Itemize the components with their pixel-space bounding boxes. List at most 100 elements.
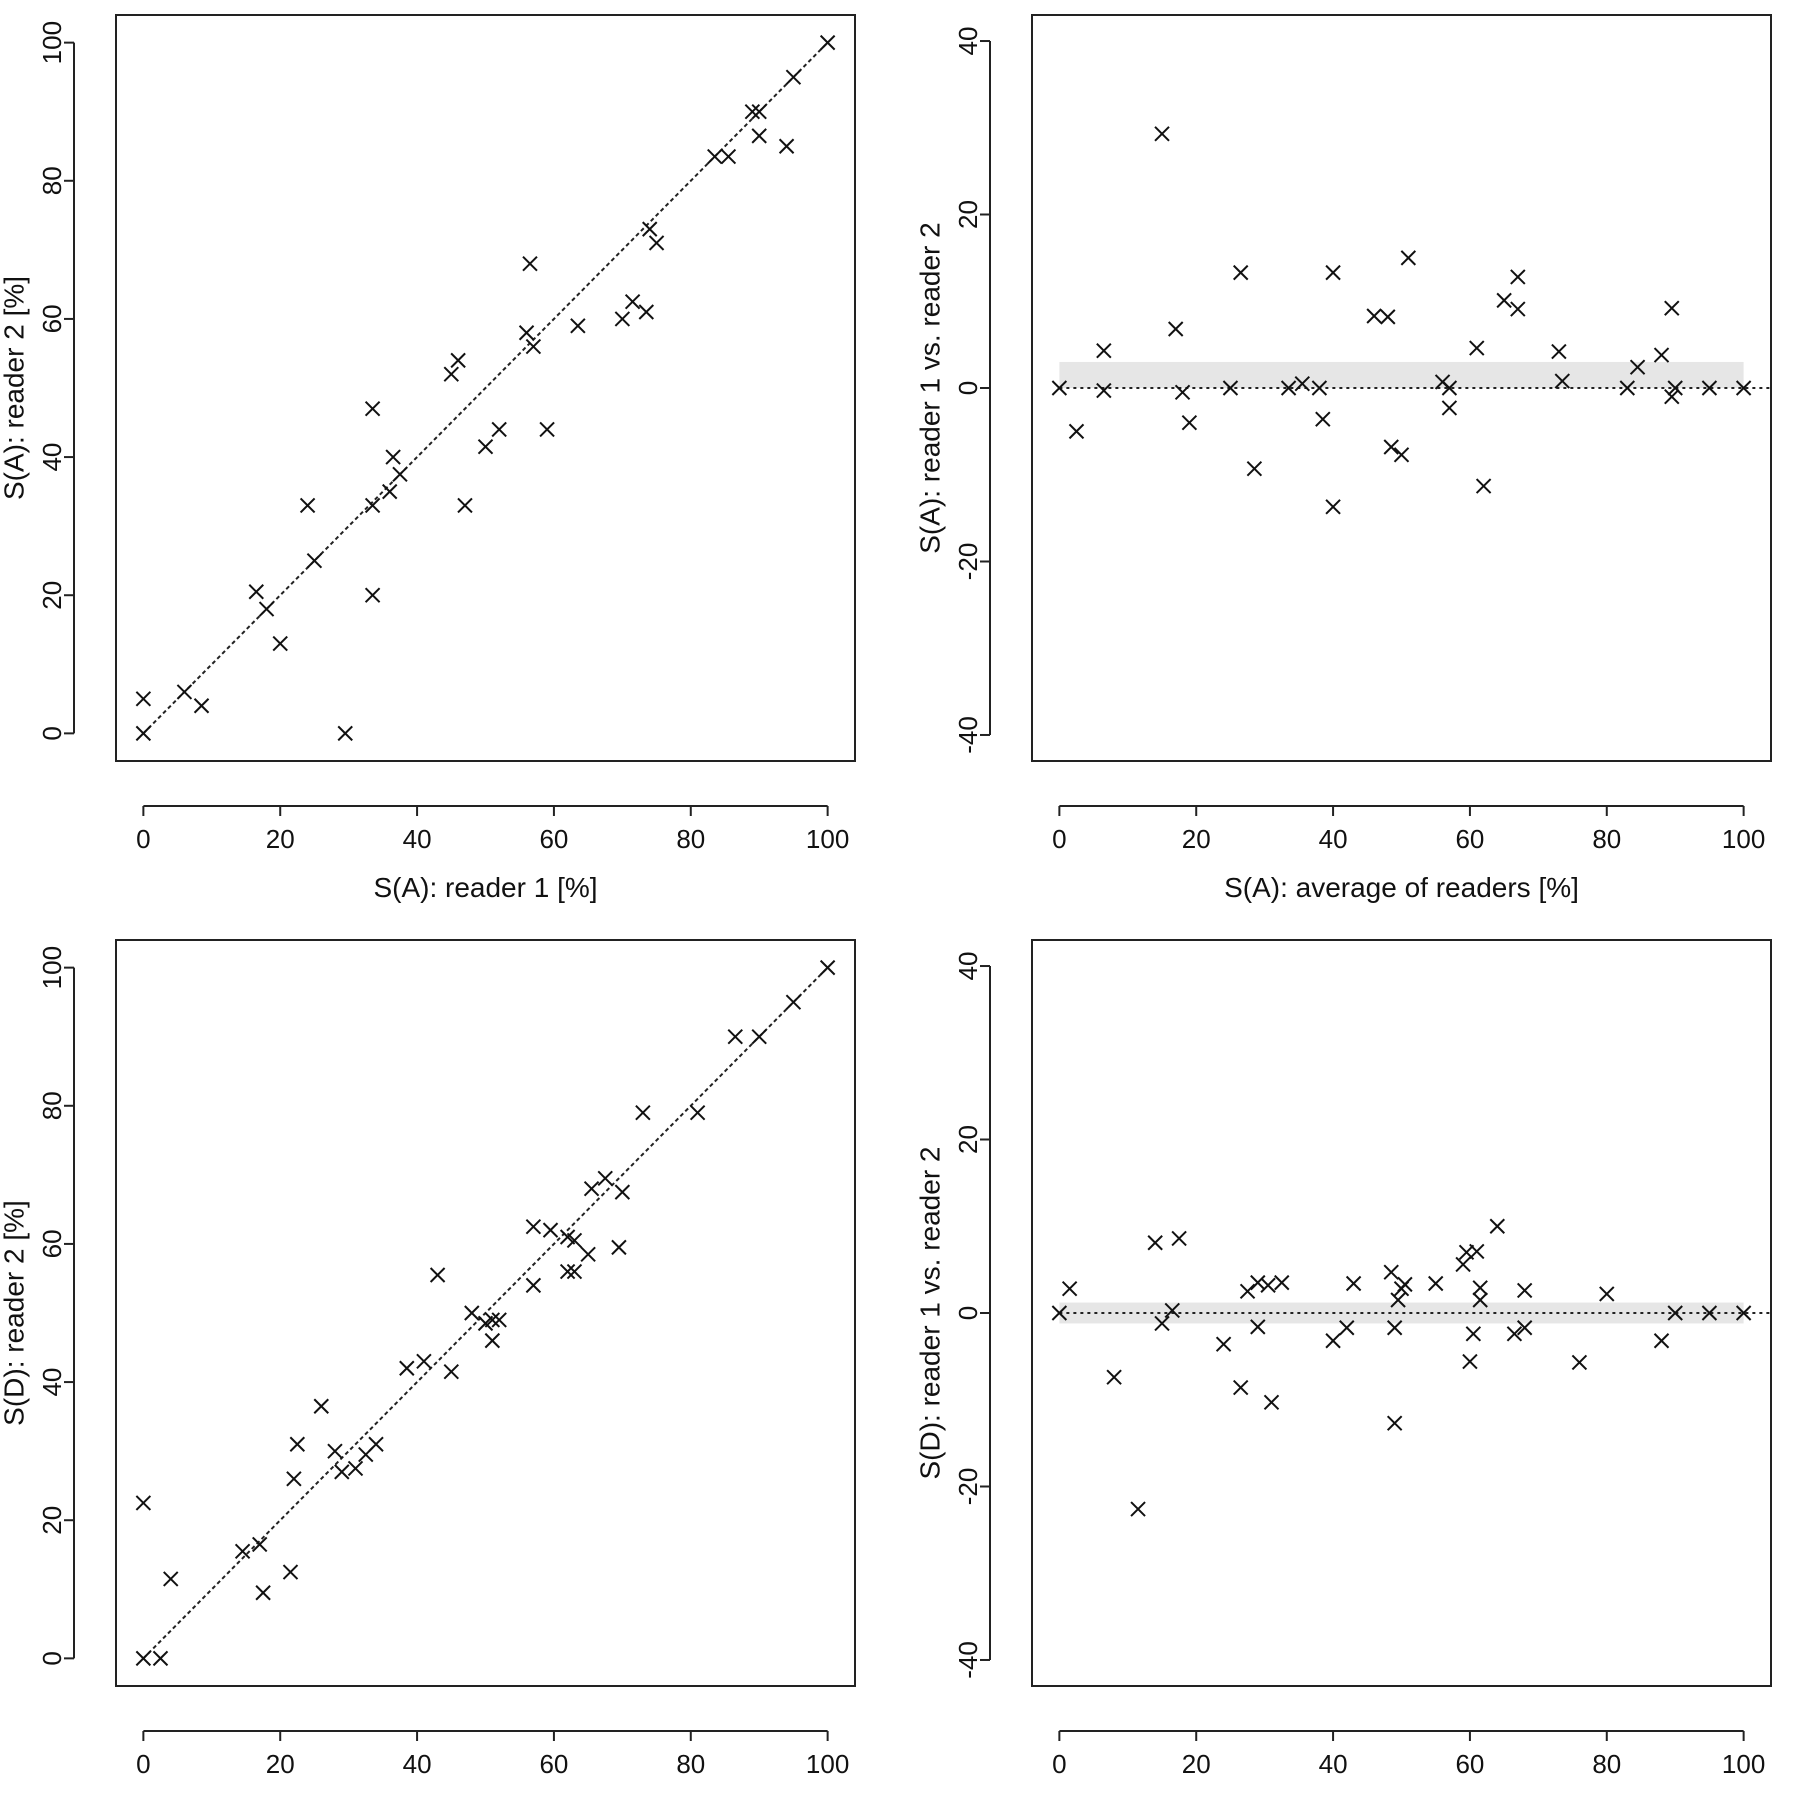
data-point	[164, 1572, 178, 1586]
x-tick-label: 80	[1592, 824, 1621, 854]
data-point	[1470, 341, 1484, 355]
x-tick-label: 60	[1455, 824, 1484, 854]
data-point	[1063, 1282, 1077, 1296]
data-point	[728, 1030, 742, 1044]
data-point	[752, 129, 766, 143]
x-tick-label: 0	[1052, 824, 1066, 854]
data-point	[1395, 448, 1409, 462]
y-tick-label: 0	[953, 381, 983, 395]
data-point	[153, 1651, 167, 1665]
x-tick-label: 100	[806, 1749, 849, 1779]
data-point	[1511, 270, 1525, 284]
figure: 0 20 40 60 80 100S(A): reader 1 [%]0204060801…	[0, 0, 1800, 1800]
data-point	[485, 1313, 499, 1327]
data-point	[639, 305, 653, 319]
data-point	[786, 70, 800, 84]
data-point	[520, 326, 534, 340]
data-point	[526, 1278, 540, 1292]
data-point	[1518, 1283, 1532, 1297]
data-point	[177, 685, 191, 699]
data-point	[290, 1437, 304, 1451]
data-point	[1490, 1219, 1504, 1233]
x-tick-label: 40	[403, 1749, 432, 1779]
data-point	[1326, 266, 1340, 280]
data-point	[1251, 1276, 1265, 1290]
y-tick-label: 60	[37, 304, 67, 333]
data-point	[598, 1171, 612, 1185]
data-point	[1069, 424, 1083, 438]
y-tick-label: 40	[953, 952, 983, 981]
data-point	[526, 340, 540, 354]
data-point	[1477, 479, 1491, 493]
data-point	[479, 440, 493, 454]
data-point	[612, 1240, 626, 1254]
data-point	[1247, 462, 1261, 476]
data-point	[626, 295, 640, 309]
data-point	[821, 36, 835, 50]
data-point	[444, 1365, 458, 1379]
data-point	[383, 485, 397, 499]
x-tick-label: 0	[136, 1749, 150, 1779]
data-point	[366, 498, 380, 512]
y-axis-label: S(D): reader 2 [%]	[0, 1200, 30, 1426]
data-point	[301, 498, 315, 512]
data-point	[400, 1361, 414, 1375]
y-tick-label: 80	[37, 166, 67, 195]
data-point	[1261, 1278, 1275, 1292]
data-point	[1655, 1334, 1669, 1348]
data-point	[540, 422, 554, 436]
data-point	[523, 257, 537, 271]
y-tick-label: 0	[37, 726, 67, 740]
data-point	[366, 588, 380, 602]
data-point	[1552, 345, 1566, 359]
data-point	[1463, 1355, 1477, 1369]
data-point	[1384, 1265, 1398, 1279]
data-point	[253, 1537, 267, 1551]
panel-bottom-right: 020406080100S(D): average of readers [%]…	[915, 940, 1772, 1800]
data-point	[1275, 1276, 1289, 1290]
x-tick-label: 100	[1722, 824, 1765, 854]
data-point	[1466, 1327, 1480, 1341]
data-point	[1442, 401, 1456, 415]
x-tick-label: 60	[539, 824, 568, 854]
data-point	[1326, 1334, 1340, 1348]
data-point	[451, 353, 465, 367]
data-point	[636, 1106, 650, 1120]
data-point	[1172, 1231, 1186, 1245]
data-point	[1384, 440, 1398, 454]
data-point	[136, 692, 150, 706]
data-point	[526, 1220, 540, 1234]
data-point	[492, 422, 506, 436]
y-tick-label: 40	[37, 443, 67, 472]
data-point	[458, 498, 472, 512]
x-tick-label: 20	[266, 1749, 295, 1779]
y-tick-label: 0	[37, 1651, 67, 1665]
data-point	[465, 1306, 479, 1320]
y-tick-label: 100	[37, 946, 67, 989]
data-point	[314, 1399, 328, 1413]
data-point	[1388, 1416, 1402, 1430]
data-point	[615, 312, 629, 326]
y-tick-label: -20	[953, 1468, 983, 1506]
panel-bottom-left: 020406080100S(D): reader 1 [%]0204060801…	[0, 940, 855, 1800]
data-point	[1381, 310, 1395, 324]
data-point	[136, 1496, 150, 1510]
x-tick-label: 100	[806, 824, 849, 854]
data-point	[256, 1586, 270, 1600]
x-tick-label: 20	[266, 824, 295, 854]
y-axis-label: S(D): reader 1 vs. reader 2	[915, 1146, 946, 1479]
data-point	[1572, 1355, 1586, 1369]
y-tick-label: 20	[37, 581, 67, 610]
data-point	[393, 467, 407, 481]
data-point	[1097, 344, 1111, 358]
data-point	[643, 222, 657, 236]
agreement-band	[1059, 362, 1743, 388]
data-point	[581, 1247, 595, 1261]
data-point	[585, 1182, 599, 1196]
data-point	[544, 1223, 558, 1237]
x-tick-label: 80	[676, 824, 705, 854]
data-point	[752, 1030, 766, 1044]
data-point	[691, 1106, 705, 1120]
data-point	[1347, 1277, 1361, 1291]
x-tick-label: 40	[403, 824, 432, 854]
